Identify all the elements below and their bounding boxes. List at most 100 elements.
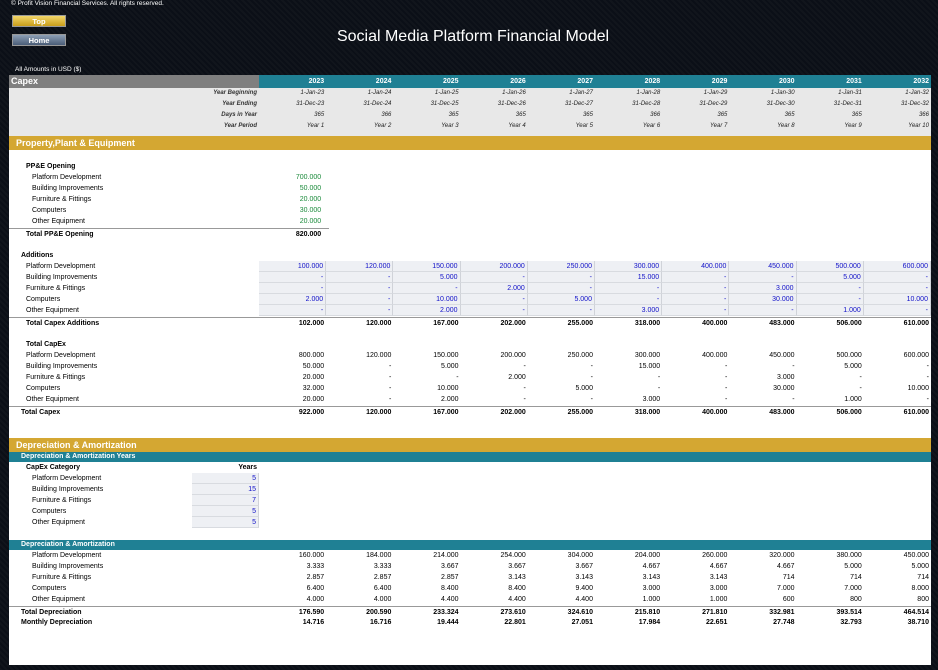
ppe-opening-row: Building Improvements 50.000 — [9, 183, 931, 194]
ppe-opening-value[interactable]: 700.000 — [295, 174, 322, 181]
ppe-opening-label: Computers — [32, 207, 67, 214]
ppe-opening-value[interactable]: 20.000 — [299, 218, 322, 225]
monthly-depreciation-cell: 14.716 — [302, 619, 325, 626]
additions-input-cell[interactable]: 5.000 — [527, 294, 595, 305]
da-years-input[interactable]: 5 — [192, 506, 259, 517]
additions-input-cell[interactable]: - — [259, 305, 327, 316]
years-header: Years — [238, 464, 257, 471]
da-schedule-label: Furniture & Fittings — [32, 574, 92, 581]
additions-input-cell[interactable]: 450.000 — [729, 261, 797, 272]
total-capex-cell: - — [389, 396, 392, 403]
period-header-cell: 365 — [784, 112, 795, 118]
total-capex-cell: 450.000 — [769, 352, 795, 359]
da-years-label: Platform Development — [32, 475, 102, 482]
additions-input-cell[interactable]: 10.000 — [863, 294, 931, 305]
additions-input-cell[interactable]: - — [595, 294, 663, 305]
additions-input-cell[interactable]: 30.000 — [729, 294, 797, 305]
additions-label: Furniture & Fittings — [26, 285, 86, 292]
ppe-opening-value[interactable]: 30.000 — [299, 207, 322, 214]
da-schedule-cell: 6.400 — [306, 585, 325, 592]
additions-input-cell[interactable]: - — [460, 272, 528, 283]
total-capex-sum-cell: 922.000 — [298, 409, 325, 416]
monthly-depreciation-cell: 38.710 — [907, 619, 929, 626]
top-button[interactable]: Top — [12, 15, 66, 27]
additions-input-cell[interactable]: - — [796, 283, 864, 294]
additions-input-cell[interactable]: 10.000 — [393, 294, 461, 305]
da-schedule-cell: 184.000 — [366, 552, 392, 559]
total-capex-cell: - — [926, 363, 929, 370]
da-schedule-cell: 8.400 — [508, 585, 526, 592]
additions-input-cell[interactable]: - — [527, 272, 595, 283]
additions-input-cell[interactable]: 400.000 — [662, 261, 730, 272]
additions-input-cell[interactable]: - — [527, 305, 595, 316]
total-capex-cell: 15.000 — [638, 363, 661, 370]
da-years-input[interactable]: 7 — [192, 495, 259, 506]
total-capex-cell: - — [657, 374, 661, 381]
additions-input-cell[interactable]: 120.000 — [326, 261, 394, 272]
additions-input-cell[interactable]: - — [796, 294, 864, 305]
additions-input-cell[interactable]: 150.000 — [393, 261, 461, 272]
additions-input-cell[interactable]: 300.000 — [595, 261, 663, 272]
additions-input-cell[interactable]: - — [729, 272, 797, 283]
additions-input-cell[interactable]: 100.000 — [259, 261, 327, 272]
additions-input-cell[interactable]: - — [259, 272, 327, 283]
additions-input-cell[interactable]: - — [662, 283, 730, 294]
additions-input-cell[interactable]: - — [662, 305, 730, 316]
period-header-cell: 365 — [582, 112, 593, 118]
total-capex-cell: - — [657, 385, 661, 392]
year-header-cell: 2029 — [662, 75, 730, 88]
additions-input-cell[interactable]: - — [863, 272, 931, 283]
additions-total-cell: 102.000 — [298, 320, 325, 327]
additions-input-cell[interactable]: - — [460, 294, 528, 305]
additions-input-cell[interactable]: - — [326, 294, 394, 305]
additions-input-cell[interactable]: - — [326, 272, 394, 283]
additions-input-cell[interactable]: 3.000 — [729, 283, 797, 294]
additions-input-cell[interactable]: - — [729, 305, 797, 316]
additions-input-cell[interactable]: 600.000 — [863, 261, 931, 272]
additions-input-cell[interactable]: - — [326, 283, 394, 294]
da-schedule-cell: 304.000 — [567, 552, 593, 559]
ppe-opening-value[interactable]: 20.000 — [299, 196, 322, 203]
additions-input-cell[interactable]: 2.000 — [393, 305, 461, 316]
additions-input-cell[interactable]: 500.000 — [796, 261, 864, 272]
additions-input-cell[interactable]: - — [460, 305, 528, 316]
additions-input-cell[interactable]: - — [662, 294, 730, 305]
additions-input-cell[interactable]: - — [527, 283, 595, 294]
additions-input-cell[interactable]: 2.000 — [259, 294, 327, 305]
additions-input-cell[interactable]: 1.000 — [796, 305, 864, 316]
header-spacer — [9, 132, 931, 136]
additions-input-cell[interactable]: 200.000 — [460, 261, 528, 272]
monthly-depreciation-cell: 16.716 — [369, 619, 392, 626]
additions-input-cell[interactable]: - — [326, 305, 394, 316]
additions-input-cell[interactable]: 2.000 — [460, 283, 528, 294]
additions-input-cell[interactable]: 250.000 — [527, 261, 595, 272]
da-years-input[interactable]: 15 — [192, 484, 259, 495]
additions-input-cell[interactable]: - — [595, 283, 663, 294]
additions-input-cell[interactable]: - — [863, 283, 931, 294]
da-schedule-cell: 800 — [917, 596, 929, 603]
additions-input-cell[interactable]: 5.000 — [393, 272, 461, 283]
total-depreciation-cell: 176.590 — [298, 609, 325, 616]
total-capex-cell: - — [859, 374, 862, 381]
total-capex-cell: - — [792, 396, 795, 403]
ppe-opening-value[interactable]: 50.000 — [299, 185, 322, 192]
additions-input-cell[interactable]: 3.000 — [595, 305, 663, 316]
additions-input-cell[interactable]: 5.000 — [796, 272, 864, 283]
da-schedule-cell: 4.667 — [777, 563, 795, 570]
da-years-input[interactable]: 5 — [192, 517, 259, 528]
total-depreciation-cell: 332.981 — [769, 609, 795, 616]
section-ppe: Property,Plant & Equipment — [9, 136, 931, 150]
additions-input-cell[interactable]: - — [863, 305, 931, 316]
additions-input-cell[interactable]: 15.000 — [595, 272, 663, 283]
additions-total-cell: 202.000 — [500, 320, 526, 327]
additions-input-cell[interactable]: - — [259, 283, 327, 294]
da-years-input[interactable]: 5 — [192, 473, 259, 484]
additions-input-cell[interactable]: - — [393, 283, 461, 294]
period-header-cell: 1-Jan-23 — [300, 90, 325, 96]
additions-input-cell[interactable]: - — [662, 272, 730, 283]
home-button[interactable]: Home — [12, 34, 66, 46]
total-capex-cell: - — [859, 385, 862, 392]
da-schedule-cell: 2.857 — [441, 574, 459, 581]
total-capex-row: Computers 32.000 - 10.000 - 5.000 - - 30.000 - 10.… — [9, 383, 931, 394]
total-capex-cell: - — [523, 396, 526, 403]
